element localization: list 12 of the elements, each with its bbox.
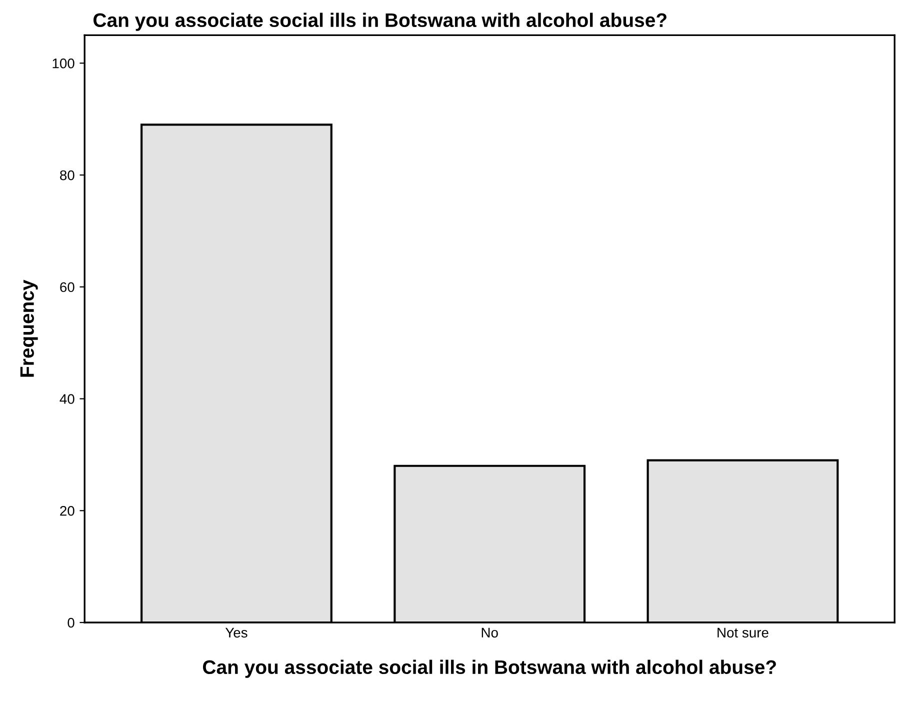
- chart-title: Can you associate social ills in Botswana with alcohol abuse?: [94, 12, 666, 31]
- y-axis-title: Frequency: [20, 280, 38, 377]
- x-axis-title: Can you associate social ills in Botswana with alcohol abuse?: [203, 660, 776, 678]
- x-tick-label: No: [482, 628, 498, 638]
- y-tick-label: 80: [60, 170, 74, 180]
- y-tick-label: 100: [52, 58, 74, 68]
- x-tick-label: Yes: [225, 628, 248, 638]
- y-tick-label: 0: [68, 618, 74, 628]
- y-tick-label: 40: [60, 394, 74, 404]
- y-tick-label: 20: [60, 506, 74, 516]
- y-tick-label: 60: [60, 282, 74, 292]
- x-tick-label: Not sure: [718, 628, 768, 638]
